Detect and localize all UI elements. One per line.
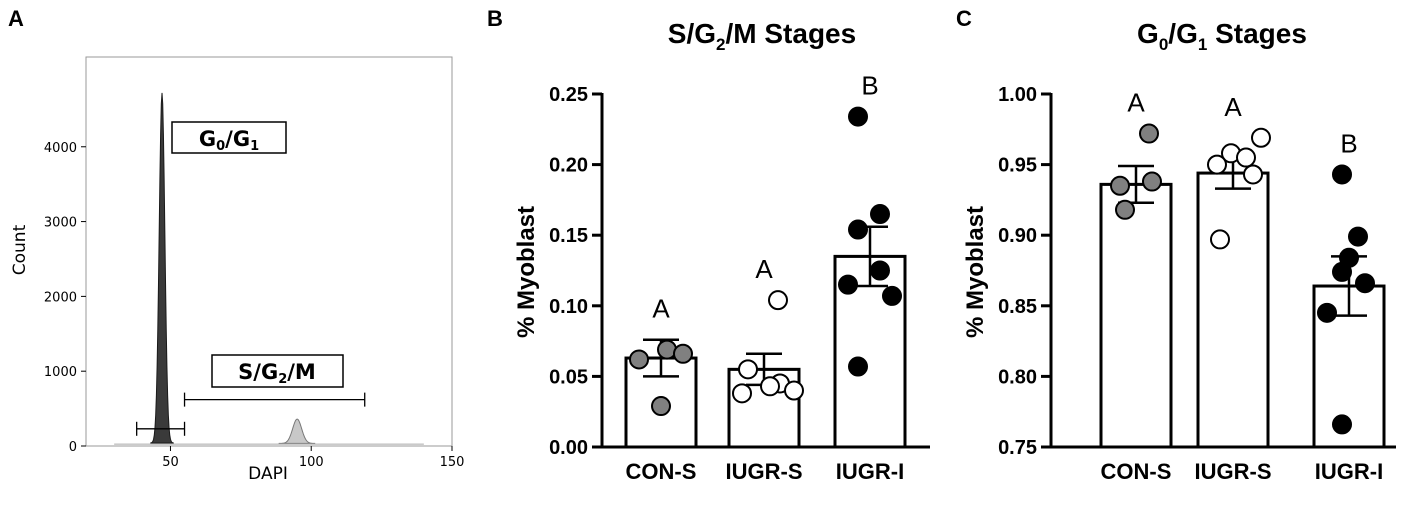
histogram-y-tick-label: 3000 bbox=[44, 216, 77, 231]
significance-letter: A bbox=[1127, 88, 1145, 118]
significance-letter: B bbox=[1340, 128, 1357, 158]
histogram-x-tick-label: 100 bbox=[299, 455, 324, 470]
histogram-chart: 50 100 150 0 1000 2000 3000 4000 G0/G1 S/G2/M D… bbox=[10, 56, 465, 484]
x-tick-label: IUGR-I bbox=[836, 459, 904, 484]
data-point bbox=[870, 204, 890, 225]
data-point bbox=[784, 380, 804, 401]
data-point bbox=[848, 219, 868, 240]
data-point bbox=[629, 349, 649, 370]
data-point bbox=[1348, 226, 1368, 247]
x-tick-label: CON-S bbox=[1101, 459, 1172, 484]
y-tick-label: 0.75 bbox=[998, 437, 1037, 459]
histogram-frame bbox=[85, 56, 453, 447]
y-tick-label: 1.00 bbox=[998, 84, 1037, 106]
g0g1-label: G0/G1 bbox=[199, 127, 259, 154]
g0g1-label-box: G0/G1 bbox=[171, 121, 287, 154]
bar-chart-c: 0.75 0.80 0.85 0.90 0.95 1.00 CON-S A IUGR-S A IUG… bbox=[998, 84, 1396, 484]
data-point bbox=[651, 396, 671, 417]
y-tick-label: 0.80 bbox=[998, 366, 1037, 388]
chart-c-y-label: % Myoblast bbox=[962, 206, 989, 338]
data-point bbox=[1332, 414, 1352, 435]
x-tick-label: IUGR-I bbox=[1315, 459, 1383, 484]
y-tick-label: 0.15 bbox=[549, 225, 588, 247]
data-point bbox=[732, 383, 752, 404]
significance-letter: B bbox=[861, 71, 878, 101]
y-tick-label: 0.85 bbox=[998, 296, 1037, 318]
data-point bbox=[1317, 302, 1337, 323]
data-point bbox=[760, 376, 780, 397]
y-tick-label: 0.25 bbox=[549, 84, 588, 106]
histogram-x-tick-label: 150 bbox=[440, 455, 465, 470]
y-tick-label: 0.95 bbox=[998, 155, 1037, 177]
histogram-y-tick-label: 0 bbox=[69, 440, 77, 455]
data-point bbox=[1243, 164, 1263, 185]
panel-a: A 50 100 150 0 1000 2000 3000 4000 G0/G1 S/G2/M… bbox=[8, 6, 464, 484]
data-point bbox=[1139, 123, 1159, 144]
x-tick-label: IUGR-S bbox=[1195, 459, 1272, 484]
data-point bbox=[1251, 127, 1271, 148]
y-tick-label: 0.05 bbox=[549, 366, 588, 388]
y-tick-label: 0.10 bbox=[549, 296, 588, 318]
data-point bbox=[848, 106, 868, 127]
data-point bbox=[848, 356, 868, 377]
y-tick-label: 0.00 bbox=[549, 437, 588, 459]
data-point bbox=[738, 359, 758, 380]
histogram-x-tick-label: 50 bbox=[162, 455, 179, 470]
bar bbox=[1099, 182, 1173, 449]
g0g1-peak bbox=[150, 92, 174, 444]
histogram-y-tick-label: 4000 bbox=[44, 141, 77, 156]
data-point bbox=[768, 290, 788, 311]
histogram-y-tick-label: 2000 bbox=[44, 290, 77, 305]
data-point bbox=[1236, 147, 1256, 168]
data-point bbox=[1115, 199, 1135, 220]
significance-letter: A bbox=[1224, 92, 1242, 122]
histogram-y-tick-label: 1000 bbox=[44, 365, 77, 380]
x-tick-label: IUGR-S bbox=[726, 459, 803, 484]
panel-b: B S/G2/M Stages % Myoblast 0.000.050.100… bbox=[487, 6, 930, 484]
histogram-ticks: 50 100 150 0 1000 2000 3000 4000 bbox=[44, 141, 465, 470]
sg2m-peak bbox=[278, 418, 316, 444]
chart-b-title: S/G2/M Stages bbox=[668, 18, 856, 54]
significance-letter: A bbox=[652, 294, 670, 324]
data-point bbox=[1142, 171, 1162, 192]
sg2m-label-box: S/G2/M bbox=[211, 354, 344, 388]
data-point bbox=[1355, 273, 1375, 294]
bar-chart-b: 0.00 0.05 0.10 0.15 0.20 0.25 CON-S A IUGR-S A IUG… bbox=[549, 71, 930, 484]
panel-a-letter: A bbox=[8, 6, 24, 31]
chart-b-y-label: % Myoblast bbox=[513, 206, 540, 338]
bar bbox=[1196, 171, 1270, 449]
data-point bbox=[1332, 164, 1352, 185]
panel-b-letter: B bbox=[487, 6, 503, 31]
histogram-x-label: DAPI bbox=[248, 464, 288, 484]
data-point bbox=[1332, 261, 1352, 282]
sg2m-label: S/G2/M bbox=[238, 360, 316, 387]
chart-c-title: G0/G1 Stages bbox=[1137, 18, 1307, 54]
data-point bbox=[882, 285, 902, 306]
y-tick-label: 0.20 bbox=[549, 155, 588, 177]
data-point bbox=[673, 343, 693, 364]
panel-c-letter: C bbox=[956, 6, 972, 31]
data-point bbox=[1207, 154, 1227, 175]
panel-c: C G0/G1 Stages % Myoblast 0.750.800.850.… bbox=[956, 6, 1396, 484]
data-point bbox=[1210, 229, 1230, 250]
x-tick-label: CON-S bbox=[626, 459, 697, 484]
data-point bbox=[838, 274, 858, 295]
histogram-y-label: Count bbox=[10, 224, 30, 275]
significance-letter: A bbox=[755, 254, 773, 284]
data-point bbox=[870, 260, 890, 281]
data-point bbox=[1110, 175, 1130, 196]
y-tick-label: 0.90 bbox=[998, 225, 1037, 247]
